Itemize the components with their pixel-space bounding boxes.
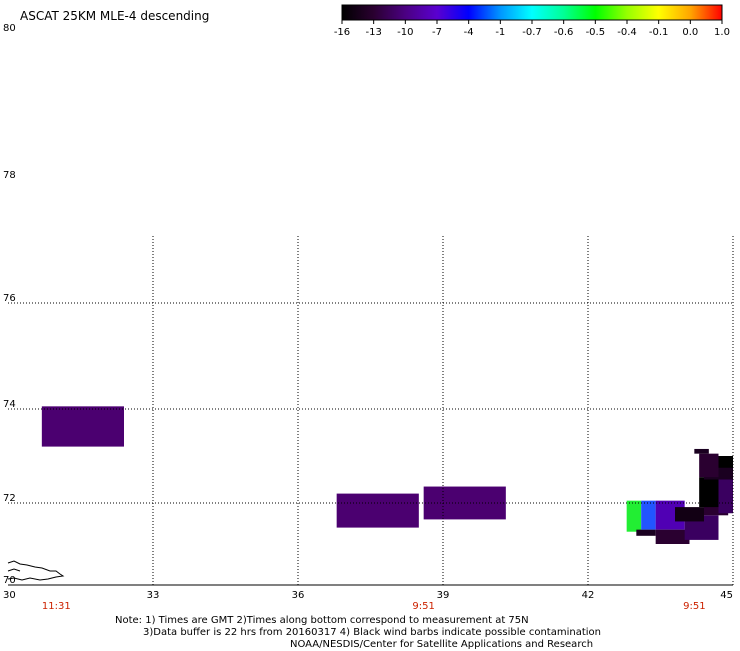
pass-time-label: 9:51 xyxy=(412,601,434,610)
longitude-labels: 30 33 36 39 42 45 xyxy=(3,590,733,601)
colorbar-label: 0.0 xyxy=(682,27,698,38)
note-line-1: Note: 1) Times are GMT 2)Times along bot… xyxy=(115,615,529,626)
colorbar-labels: -16 -13 -10 -7 -4 -1 -0.7 -0.6 -0.5 -0.4 -0.1 0.0 1.… xyxy=(334,27,730,38)
map-panel: 80 78 76 74 72 70 30 33 36 39 42 45 11:31 9:51 9:51 xyxy=(3,23,734,610)
footnotes: Note: 1) Times are GMT 2)Times along bot… xyxy=(115,615,601,651)
longitude-label: 30 xyxy=(3,590,16,601)
colorbar-label: -13 xyxy=(365,27,381,38)
colorbar-label: -0.1 xyxy=(649,27,669,38)
wind-data-cells xyxy=(41,406,733,544)
wind-cell xyxy=(336,493,419,528)
colorbar-label: -0.4 xyxy=(617,27,637,38)
colorbar-label: -4 xyxy=(464,27,474,38)
colorbar-label: -10 xyxy=(397,27,413,38)
colorbar-label: -0.7 xyxy=(522,27,542,38)
wind-cell xyxy=(41,406,125,447)
colorbar-legend: -16 -13 -10 -7 -4 -1 -0.7 -0.6 -0.5 -0.4 -0.1 0.0 1.… xyxy=(334,4,730,38)
latitude-labels: 80 78 76 74 72 70 xyxy=(3,23,16,586)
wind-cell xyxy=(699,453,719,478)
longitude-label: 42 xyxy=(582,590,595,601)
coastline-outline xyxy=(7,560,65,581)
wind-cell xyxy=(675,507,704,522)
longitude-label: 33 xyxy=(147,590,160,601)
note-line-2: 3)Data buffer is 22 hrs from 20160317 4)… xyxy=(143,627,601,638)
pass-time-label: 9:51 xyxy=(683,601,705,610)
latitude-label: 74 xyxy=(3,399,16,410)
colorbar-label: -0.6 xyxy=(554,27,574,38)
wind-cell xyxy=(636,529,656,536)
wind-cell xyxy=(641,500,656,530)
time-labels: 11:31 9:51 9:51 xyxy=(42,601,706,610)
lat-lon-gridlines xyxy=(8,236,734,585)
longitude-label: 39 xyxy=(437,590,450,601)
latitude-label: 70 xyxy=(3,575,16,586)
colorbar-label: 1.0 xyxy=(714,27,730,38)
colorbar-ticks xyxy=(341,20,723,24)
colorbar-label: -16 xyxy=(334,27,350,38)
latitude-label: 76 xyxy=(3,293,16,304)
colorbar-label: -1 xyxy=(495,27,505,38)
longitude-label: 45 xyxy=(720,590,733,601)
longitude-label: 36 xyxy=(292,590,305,601)
latitude-label: 80 xyxy=(3,23,16,34)
latitude-label: 72 xyxy=(3,493,16,504)
wind-cell xyxy=(699,477,719,508)
map-title: ASCAT 25KM MLE-4 descending xyxy=(20,9,210,23)
note-line-3: NOAA/NESDIS/Center for Satellite Applica… xyxy=(290,639,594,650)
pass-time-label: 11:31 xyxy=(42,601,71,610)
wind-cell xyxy=(655,529,690,544)
colorbar-label: -7 xyxy=(432,27,442,38)
colorbar-label: -0.5 xyxy=(586,27,606,38)
wind-cell xyxy=(694,448,709,454)
wind-cell xyxy=(626,500,642,532)
latitude-label: 78 xyxy=(3,170,16,181)
wind-cell xyxy=(718,456,733,468)
